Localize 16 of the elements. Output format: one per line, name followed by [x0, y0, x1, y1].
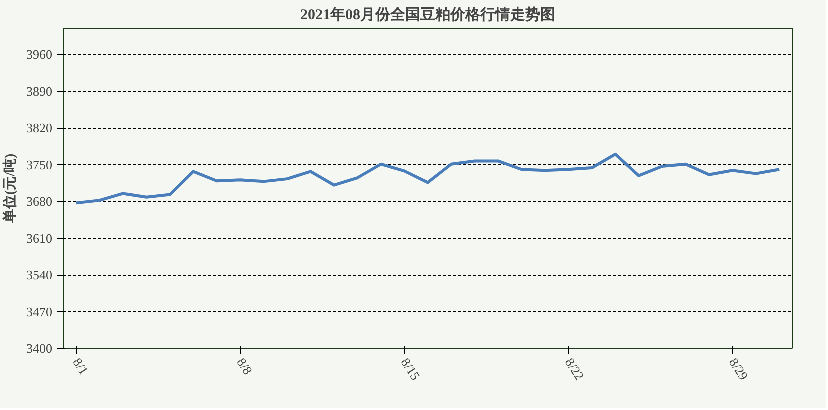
y-tick-label: 3750 [26, 157, 52, 172]
y-tick-label: 3960 [26, 47, 52, 62]
y-tick-label: 3820 [26, 120, 52, 136]
y-tick-label: 3540 [26, 268, 52, 283]
line-series [74, 152, 782, 205]
x-tick-label: 8/15 [398, 355, 424, 384]
y-tick-label: 3400 [26, 341, 52, 356]
x-tick-label: 8/29 [726, 355, 752, 384]
y-tick-label: 3890 [26, 84, 52, 99]
y-tick-label: 3680 [26, 194, 52, 210]
y-tick-label: 3610 [26, 230, 52, 246]
x-tick-label: 8/1 [70, 355, 92, 378]
x-tick-label: 8/8 [234, 355, 256, 378]
y-axis-title: 单位(元/吨) [2, 154, 18, 224]
y-tick-label: 3470 [26, 304, 52, 320]
chart-title: 2021年08月份全国豆粕价格行情走势图 [300, 6, 556, 24]
